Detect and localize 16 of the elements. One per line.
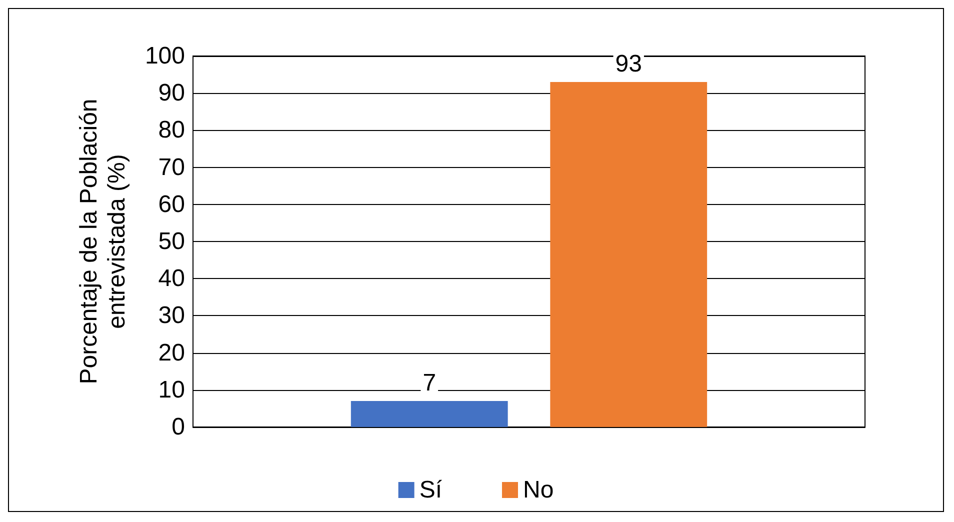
y-tick-label: 80 (158, 116, 185, 144)
y-axis-title: Porcentaje de la Población entrevistada (%) (76, 98, 130, 384)
legend-label: Sí (419, 476, 442, 504)
y-tick-label: 100 (144, 42, 185, 70)
y-tick-label: 60 (158, 190, 185, 218)
data-label: 93 (615, 50, 642, 78)
y-tick-label: 20 (158, 339, 185, 366)
legend-label: No (523, 476, 554, 504)
y-tick-label: 70 (158, 154, 185, 181)
y-tick-label: 50 (158, 228, 185, 255)
data-label: 7 (422, 370, 436, 397)
y-tick-label: 40 (158, 265, 185, 292)
y-tick-label: 10 (158, 376, 185, 404)
y-tick-label: 30 (158, 302, 185, 330)
y-tick-label: 90 (158, 80, 185, 107)
y-tick-label: 0 (172, 414, 185, 440)
